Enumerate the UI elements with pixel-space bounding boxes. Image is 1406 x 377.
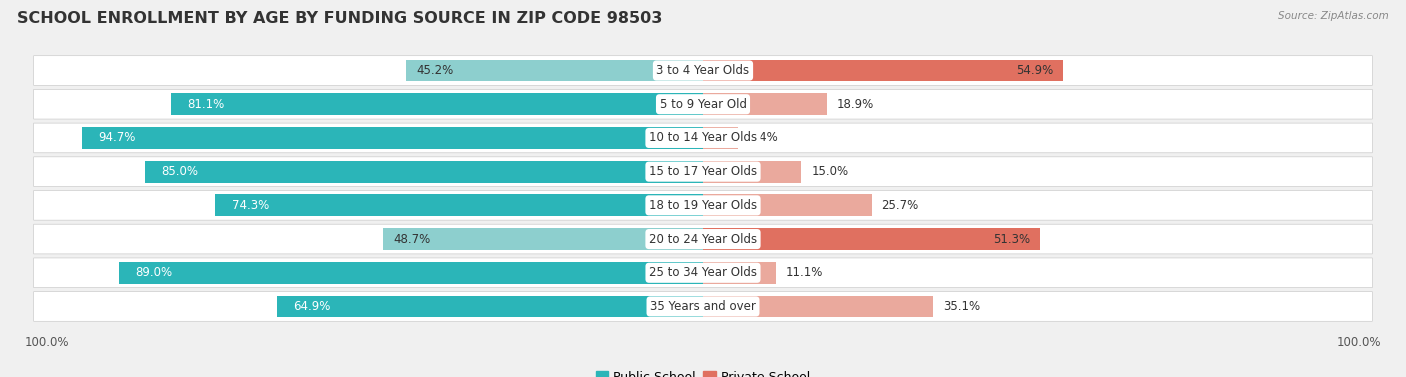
Bar [277, 296, 703, 317]
Bar [120, 262, 703, 284]
Text: 94.7%: 94.7% [98, 132, 135, 144]
Legend: Public School, Private School: Public School, Private School [591, 366, 815, 377]
Text: Source: ZipAtlas.com: Source: ZipAtlas.com [1278, 11, 1389, 21]
FancyBboxPatch shape [34, 123, 1372, 153]
Text: 89.0%: 89.0% [135, 266, 173, 279]
FancyBboxPatch shape [34, 56, 1372, 85]
Text: 3 to 4 Year Olds: 3 to 4 Year Olds [657, 64, 749, 77]
Text: 85.0%: 85.0% [162, 165, 198, 178]
FancyBboxPatch shape [34, 258, 1372, 288]
Text: SCHOOL ENROLLMENT BY AGE BY FUNDING SOURCE IN ZIP CODE 98503: SCHOOL ENROLLMENT BY AGE BY FUNDING SOUR… [17, 11, 662, 26]
Bar [82, 127, 703, 149]
Bar [703, 161, 801, 182]
Text: 11.1%: 11.1% [786, 266, 823, 279]
Bar [145, 161, 703, 182]
Bar [703, 60, 1063, 81]
Text: 35.1%: 35.1% [943, 300, 980, 313]
Bar [703, 93, 827, 115]
Text: 35 Years and over: 35 Years and over [650, 300, 756, 313]
Text: 18 to 19 Year Olds: 18 to 19 Year Olds [650, 199, 756, 212]
FancyBboxPatch shape [34, 89, 1372, 119]
Text: 20 to 24 Year Olds: 20 to 24 Year Olds [650, 233, 756, 245]
Bar [406, 60, 703, 81]
Text: 45.2%: 45.2% [416, 64, 454, 77]
Bar [703, 195, 872, 216]
Text: 25.7%: 25.7% [882, 199, 918, 212]
FancyBboxPatch shape [34, 292, 1372, 321]
FancyBboxPatch shape [34, 224, 1372, 254]
Text: 64.9%: 64.9% [294, 300, 330, 313]
Text: 5.4%: 5.4% [748, 132, 778, 144]
Text: 48.7%: 48.7% [394, 233, 430, 245]
Text: 5 to 9 Year Old: 5 to 9 Year Old [659, 98, 747, 111]
Text: 15 to 17 Year Olds: 15 to 17 Year Olds [650, 165, 756, 178]
Bar [215, 195, 703, 216]
FancyBboxPatch shape [34, 190, 1372, 220]
Text: 10 to 14 Year Olds: 10 to 14 Year Olds [650, 132, 756, 144]
Text: 81.1%: 81.1% [187, 98, 225, 111]
Text: 25 to 34 Year Olds: 25 to 34 Year Olds [650, 266, 756, 279]
Bar [703, 127, 738, 149]
FancyBboxPatch shape [34, 157, 1372, 187]
Bar [172, 93, 703, 115]
Bar [703, 296, 934, 317]
Bar [703, 262, 776, 284]
Text: 18.9%: 18.9% [837, 98, 875, 111]
Bar [384, 228, 703, 250]
Bar [703, 228, 1039, 250]
Text: 54.9%: 54.9% [1017, 64, 1053, 77]
Text: 51.3%: 51.3% [993, 233, 1029, 245]
Text: 74.3%: 74.3% [232, 199, 269, 212]
Text: 15.0%: 15.0% [811, 165, 848, 178]
